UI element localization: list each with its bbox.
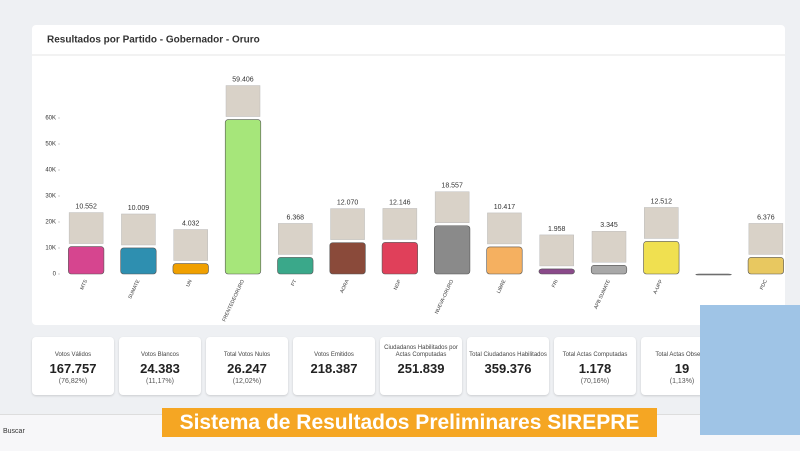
card-value: 167.757 xyxy=(49,361,97,376)
card-label: Votos Blancos xyxy=(140,352,180,358)
value-label: 6.376 xyxy=(757,214,775,221)
card-percent: (12,02%) xyxy=(232,378,262,385)
bar xyxy=(381,242,418,275)
candidate-photo xyxy=(278,223,313,255)
y-tick-label: 20K xyxy=(45,220,56,226)
candidate-photo xyxy=(487,212,522,245)
card-label: Total Actas Computadas xyxy=(562,352,628,358)
stat-card: Votos Válidos 167.757 (76,82%) xyxy=(32,337,114,395)
y-tick-label: 30K xyxy=(45,194,56,200)
card-label: Votos Válidos xyxy=(54,352,92,358)
value-label: 12.070 xyxy=(337,199,359,206)
x-tick-label: PDC xyxy=(759,279,769,291)
candidate-photo xyxy=(539,234,574,267)
card-value: 19 xyxy=(674,361,690,376)
chart-title: Resultados por Partido - Gobernador - Or… xyxy=(47,35,260,46)
y-tick-label: 0 xyxy=(53,272,57,278)
card-percent: (11,17%) xyxy=(146,378,174,385)
stat-card: Total Votos Nulos 26.247 (12,02%) xyxy=(206,337,288,395)
y-tick-label: 40K xyxy=(45,168,56,174)
banner: Sistema de Resultados Preliminares SIREP… xyxy=(162,408,657,437)
x-tick-label: AORA xyxy=(339,278,351,294)
chart-panel xyxy=(32,25,785,325)
y-tick-label: 50K xyxy=(45,142,56,148)
bar xyxy=(747,257,784,275)
card-percent: (1,13%) xyxy=(669,378,695,385)
bar xyxy=(695,273,732,276)
candidate-photo xyxy=(434,191,470,224)
bar xyxy=(120,247,157,275)
candidate-photo xyxy=(591,231,627,263)
candidate-photo xyxy=(68,212,104,244)
bar xyxy=(68,246,105,275)
value-label: 59.406 xyxy=(232,76,254,83)
bar xyxy=(329,242,366,275)
card-value: 251.839 xyxy=(397,361,445,376)
search[interactable]: Buscar xyxy=(3,428,25,435)
value-label: 18.557 xyxy=(441,183,463,190)
bar xyxy=(538,268,575,275)
card-percent: (70,16%) xyxy=(580,378,610,385)
candidate-photo xyxy=(644,207,679,239)
card-percent: (76,82%) xyxy=(58,378,88,385)
value-label: 3.345 xyxy=(600,222,618,229)
y-tick-label: 10K xyxy=(45,246,56,252)
value-label: 1.958 xyxy=(548,226,566,233)
card-value: 26.247 xyxy=(227,361,267,376)
value-label: 12.146 xyxy=(389,199,411,206)
stat-card: Votos Blancos 24.383 (11,17%) xyxy=(119,337,201,395)
value-label: 10.417 xyxy=(494,204,516,211)
card-value: 1.178 xyxy=(578,361,612,376)
value-label: 4.032 xyxy=(182,220,200,227)
candidate-photo xyxy=(382,208,418,240)
stat-card: Votos Emitidos 218.387 xyxy=(293,337,375,395)
x-tick-label: LIBRE xyxy=(496,278,508,294)
card-label: Total Votos Nulos xyxy=(223,352,271,358)
value-label: 10.552 xyxy=(75,203,97,210)
card-label: Total Ciudadanos Habilitados xyxy=(469,352,547,358)
x-tick-label: FRI xyxy=(551,279,560,289)
stat-card: Ciudadanos Habilitados por Actas Computa… xyxy=(380,337,462,395)
card-label: Votos Emitidos xyxy=(314,352,354,358)
x-tick-label: PT xyxy=(290,279,298,287)
stat-card: Total Actas Computadas 1.178 (70,16%) xyxy=(554,337,636,395)
card-label: Total Actas Observa xyxy=(655,352,709,358)
interpreter-video xyxy=(700,305,800,435)
candidate-photo xyxy=(748,223,784,255)
x-tick-label: MTS xyxy=(79,278,89,291)
x-tick-label: UN xyxy=(185,279,194,288)
bar xyxy=(224,119,262,275)
candidate-photo xyxy=(225,85,261,117)
bar xyxy=(434,225,471,275)
bar xyxy=(172,263,209,275)
card-value: 24.383 xyxy=(140,361,180,376)
candidate-photo xyxy=(121,213,156,246)
stat-card: Total Ciudadanos Habilitados 359.376 xyxy=(467,337,549,395)
bar xyxy=(590,265,628,275)
x-tick-label: NGP xyxy=(393,278,403,291)
candidate-photo xyxy=(173,229,208,261)
bar xyxy=(486,246,523,275)
card-label: Ciudadanos Habilitados por Actas Computa… xyxy=(384,345,458,358)
bar xyxy=(643,241,680,275)
card-value: 218.387 xyxy=(310,361,358,376)
y-tick-label: 60K xyxy=(45,116,56,122)
value-label: 12.512 xyxy=(651,198,673,205)
candidate-photo xyxy=(330,208,365,240)
value-label: 10.009 xyxy=(128,205,150,212)
bar xyxy=(277,257,314,275)
card-value: 359.376 xyxy=(484,361,532,376)
value-label: 6.368 xyxy=(287,214,305,221)
